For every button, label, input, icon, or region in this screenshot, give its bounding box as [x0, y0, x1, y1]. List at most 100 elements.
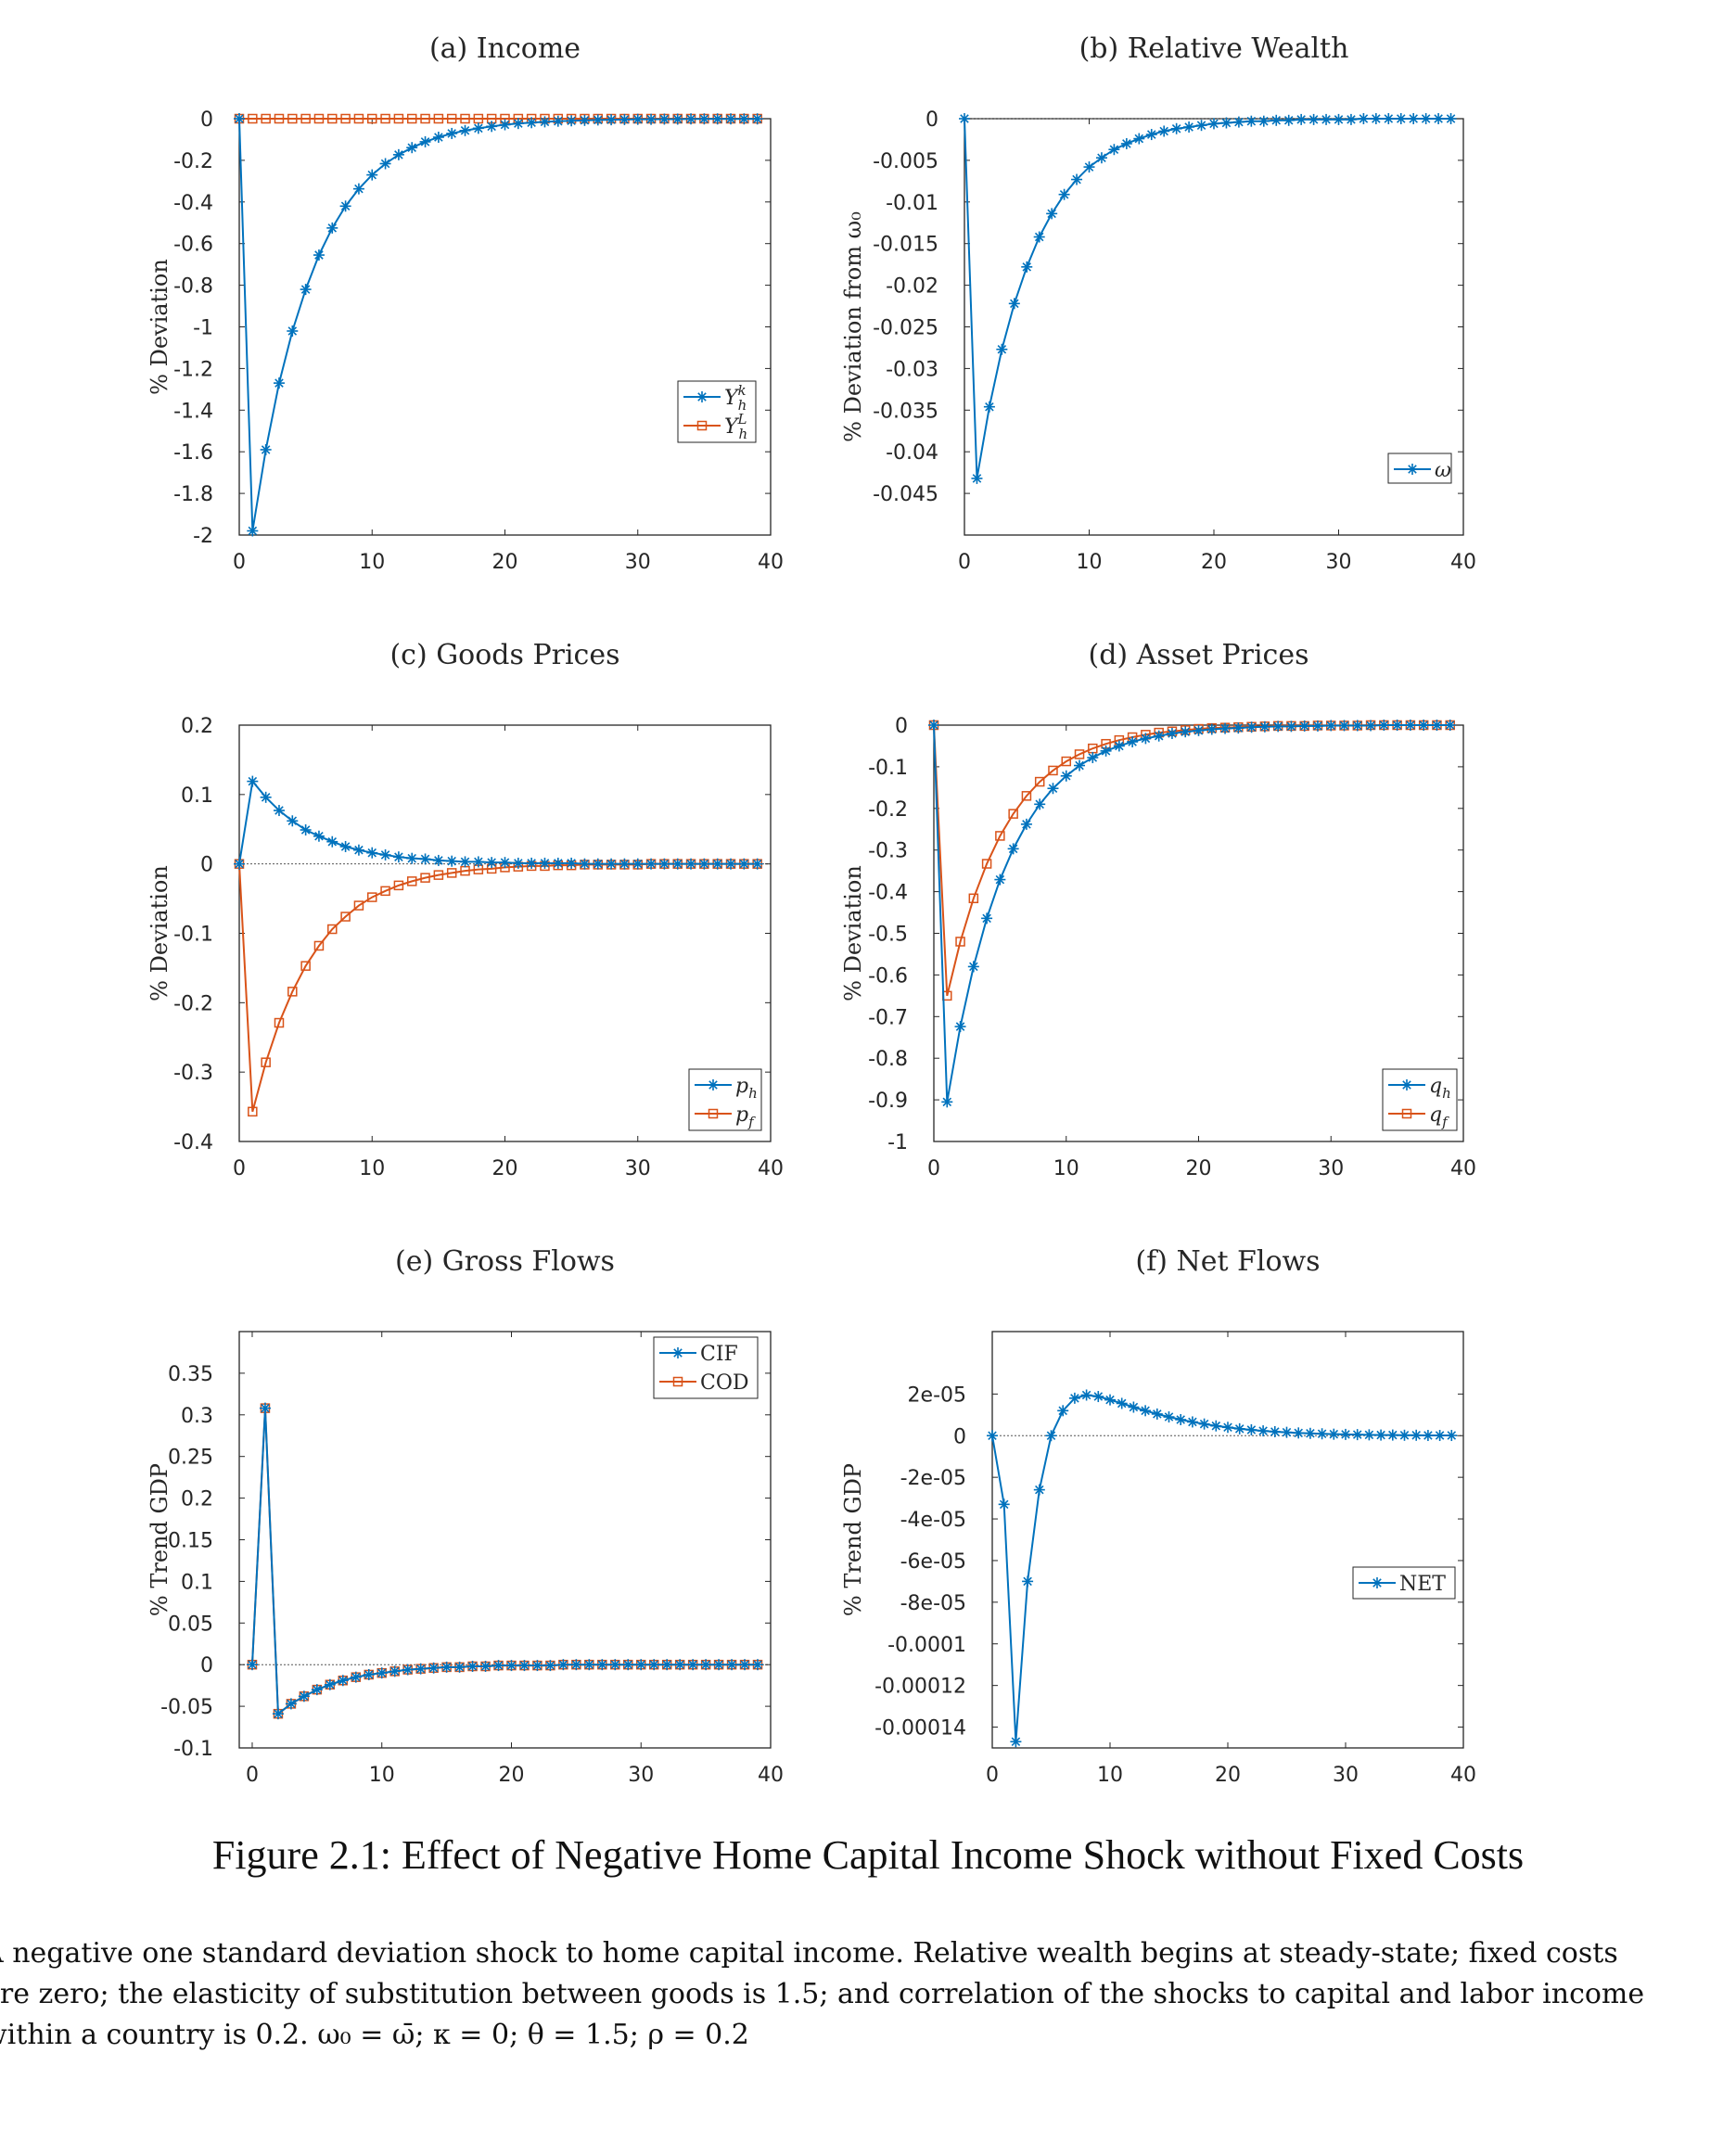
data-point: [376, 1667, 388, 1679]
data-point: [499, 857, 511, 869]
data-point: [996, 343, 1008, 355]
x-tick-label: 40: [1450, 1764, 1476, 1787]
data-point: [380, 113, 390, 124]
data-point: [1383, 113, 1395, 124]
chart-title: (c) Goods Prices: [389, 639, 619, 671]
data-point: [622, 1659, 634, 1671]
x-tick-label: 30: [625, 551, 651, 574]
y-tick-label: -0.05: [160, 1696, 213, 1719]
y-tick-label: -0.6: [868, 964, 908, 988]
data-point: [340, 912, 351, 922]
data-point: [1270, 114, 1283, 126]
data-point: [1298, 720, 1310, 732]
data-point: [247, 775, 259, 787]
data-point: [261, 113, 271, 124]
series-line: [933, 724, 1450, 1103]
data-point: [1408, 113, 1420, 124]
y-tick-label: 0.1: [181, 1571, 213, 1594]
data-point: [234, 113, 245, 124]
series-qh: [928, 720, 1456, 1108]
data-point: [539, 116, 551, 128]
data-point: [459, 856, 471, 868]
data-point: [1233, 1422, 1245, 1435]
x-tick-label: 10: [1097, 1764, 1123, 1787]
data-point: [1087, 752, 1099, 764]
y-tick-label: 2e-05: [908, 1384, 966, 1407]
data-point: [393, 880, 404, 891]
y-tick-label: 0.3: [181, 1405, 213, 1428]
legend-marker: [1401, 1108, 1412, 1119]
data-point: [1140, 1405, 1152, 1417]
data-point: [1080, 1389, 1092, 1401]
x-tick-label: 20: [1215, 1764, 1241, 1787]
data-point: [1074, 749, 1085, 759]
data-point: [326, 835, 338, 848]
data-point: [311, 1684, 323, 1696]
y-tick-label: -0.005: [873, 150, 938, 173]
legend-marker: [672, 1376, 683, 1387]
data-point: [1128, 1401, 1140, 1413]
data-point: [738, 113, 750, 125]
data-point: [1140, 733, 1152, 745]
data-point: [234, 858, 245, 870]
y-tick-label: 0.2: [181, 715, 213, 738]
data-point: [460, 113, 470, 124]
series-line: [964, 118, 1451, 479]
data-point: [352, 183, 364, 195]
y-tick-label: -0.1: [868, 757, 908, 780]
data-point: [313, 940, 325, 951]
data-point: [1163, 1411, 1175, 1423]
legend-marker: [708, 1108, 719, 1119]
data-point: [606, 114, 618, 126]
data-point: [432, 131, 444, 143]
data-point: [592, 858, 604, 870]
data-point: [1057, 1405, 1069, 1417]
data-point: [1208, 118, 1219, 130]
data-point: [1010, 1736, 1022, 1748]
data-point: [1404, 720, 1416, 731]
data-point: [1104, 1394, 1116, 1406]
data-point: [287, 815, 299, 827]
data-point: [583, 1659, 595, 1671]
data-point: [366, 169, 378, 181]
x-tick-label: 0: [986, 1764, 999, 1787]
legend-box: [688, 1068, 762, 1131]
chart-title: (f) Net Flows: [1135, 1245, 1320, 1278]
data-point: [967, 961, 979, 973]
data-point: [479, 1660, 491, 1672]
data-point: [433, 113, 444, 124]
legend: NET: [1352, 1566, 1456, 1600]
series-line: [250, 1408, 759, 1716]
data-point: [366, 847, 378, 859]
data-point: [1133, 133, 1145, 145]
y-tick-label: -1.6: [173, 441, 213, 465]
y-tick-label: -0.9: [868, 1090, 908, 1113]
data-point: [1370, 113, 1382, 124]
data-point: [596, 1659, 608, 1671]
data-point: [420, 113, 430, 124]
data-point: [340, 113, 351, 124]
data-point: [1113, 740, 1125, 752]
data-point: [1180, 726, 1192, 738]
legend-marker: [1401, 1079, 1412, 1090]
x-tick-label: 20: [492, 551, 518, 574]
data-point: [353, 113, 364, 124]
y-tick-label: -0.1: [173, 924, 213, 947]
y-tick-label: 0: [925, 108, 938, 132]
data-point: [658, 113, 670, 125]
data-point: [1034, 776, 1045, 787]
chart-title: (e) Gross Flows: [395, 1245, 615, 1278]
data-point: [472, 122, 484, 134]
chart-title: (d) Asset Prices: [1088, 639, 1308, 671]
data-point: [1021, 791, 1032, 801]
series-line: [933, 724, 1450, 997]
data-point: [486, 857, 498, 869]
data-point: [1219, 722, 1232, 734]
y-tick-label: -1: [193, 317, 213, 340]
data-point: [1431, 720, 1443, 731]
y-tick-label: 0.05: [168, 1613, 213, 1636]
data-point: [367, 113, 377, 124]
data-point: [415, 1663, 427, 1675]
x-tick-label: 40: [758, 1157, 784, 1180]
